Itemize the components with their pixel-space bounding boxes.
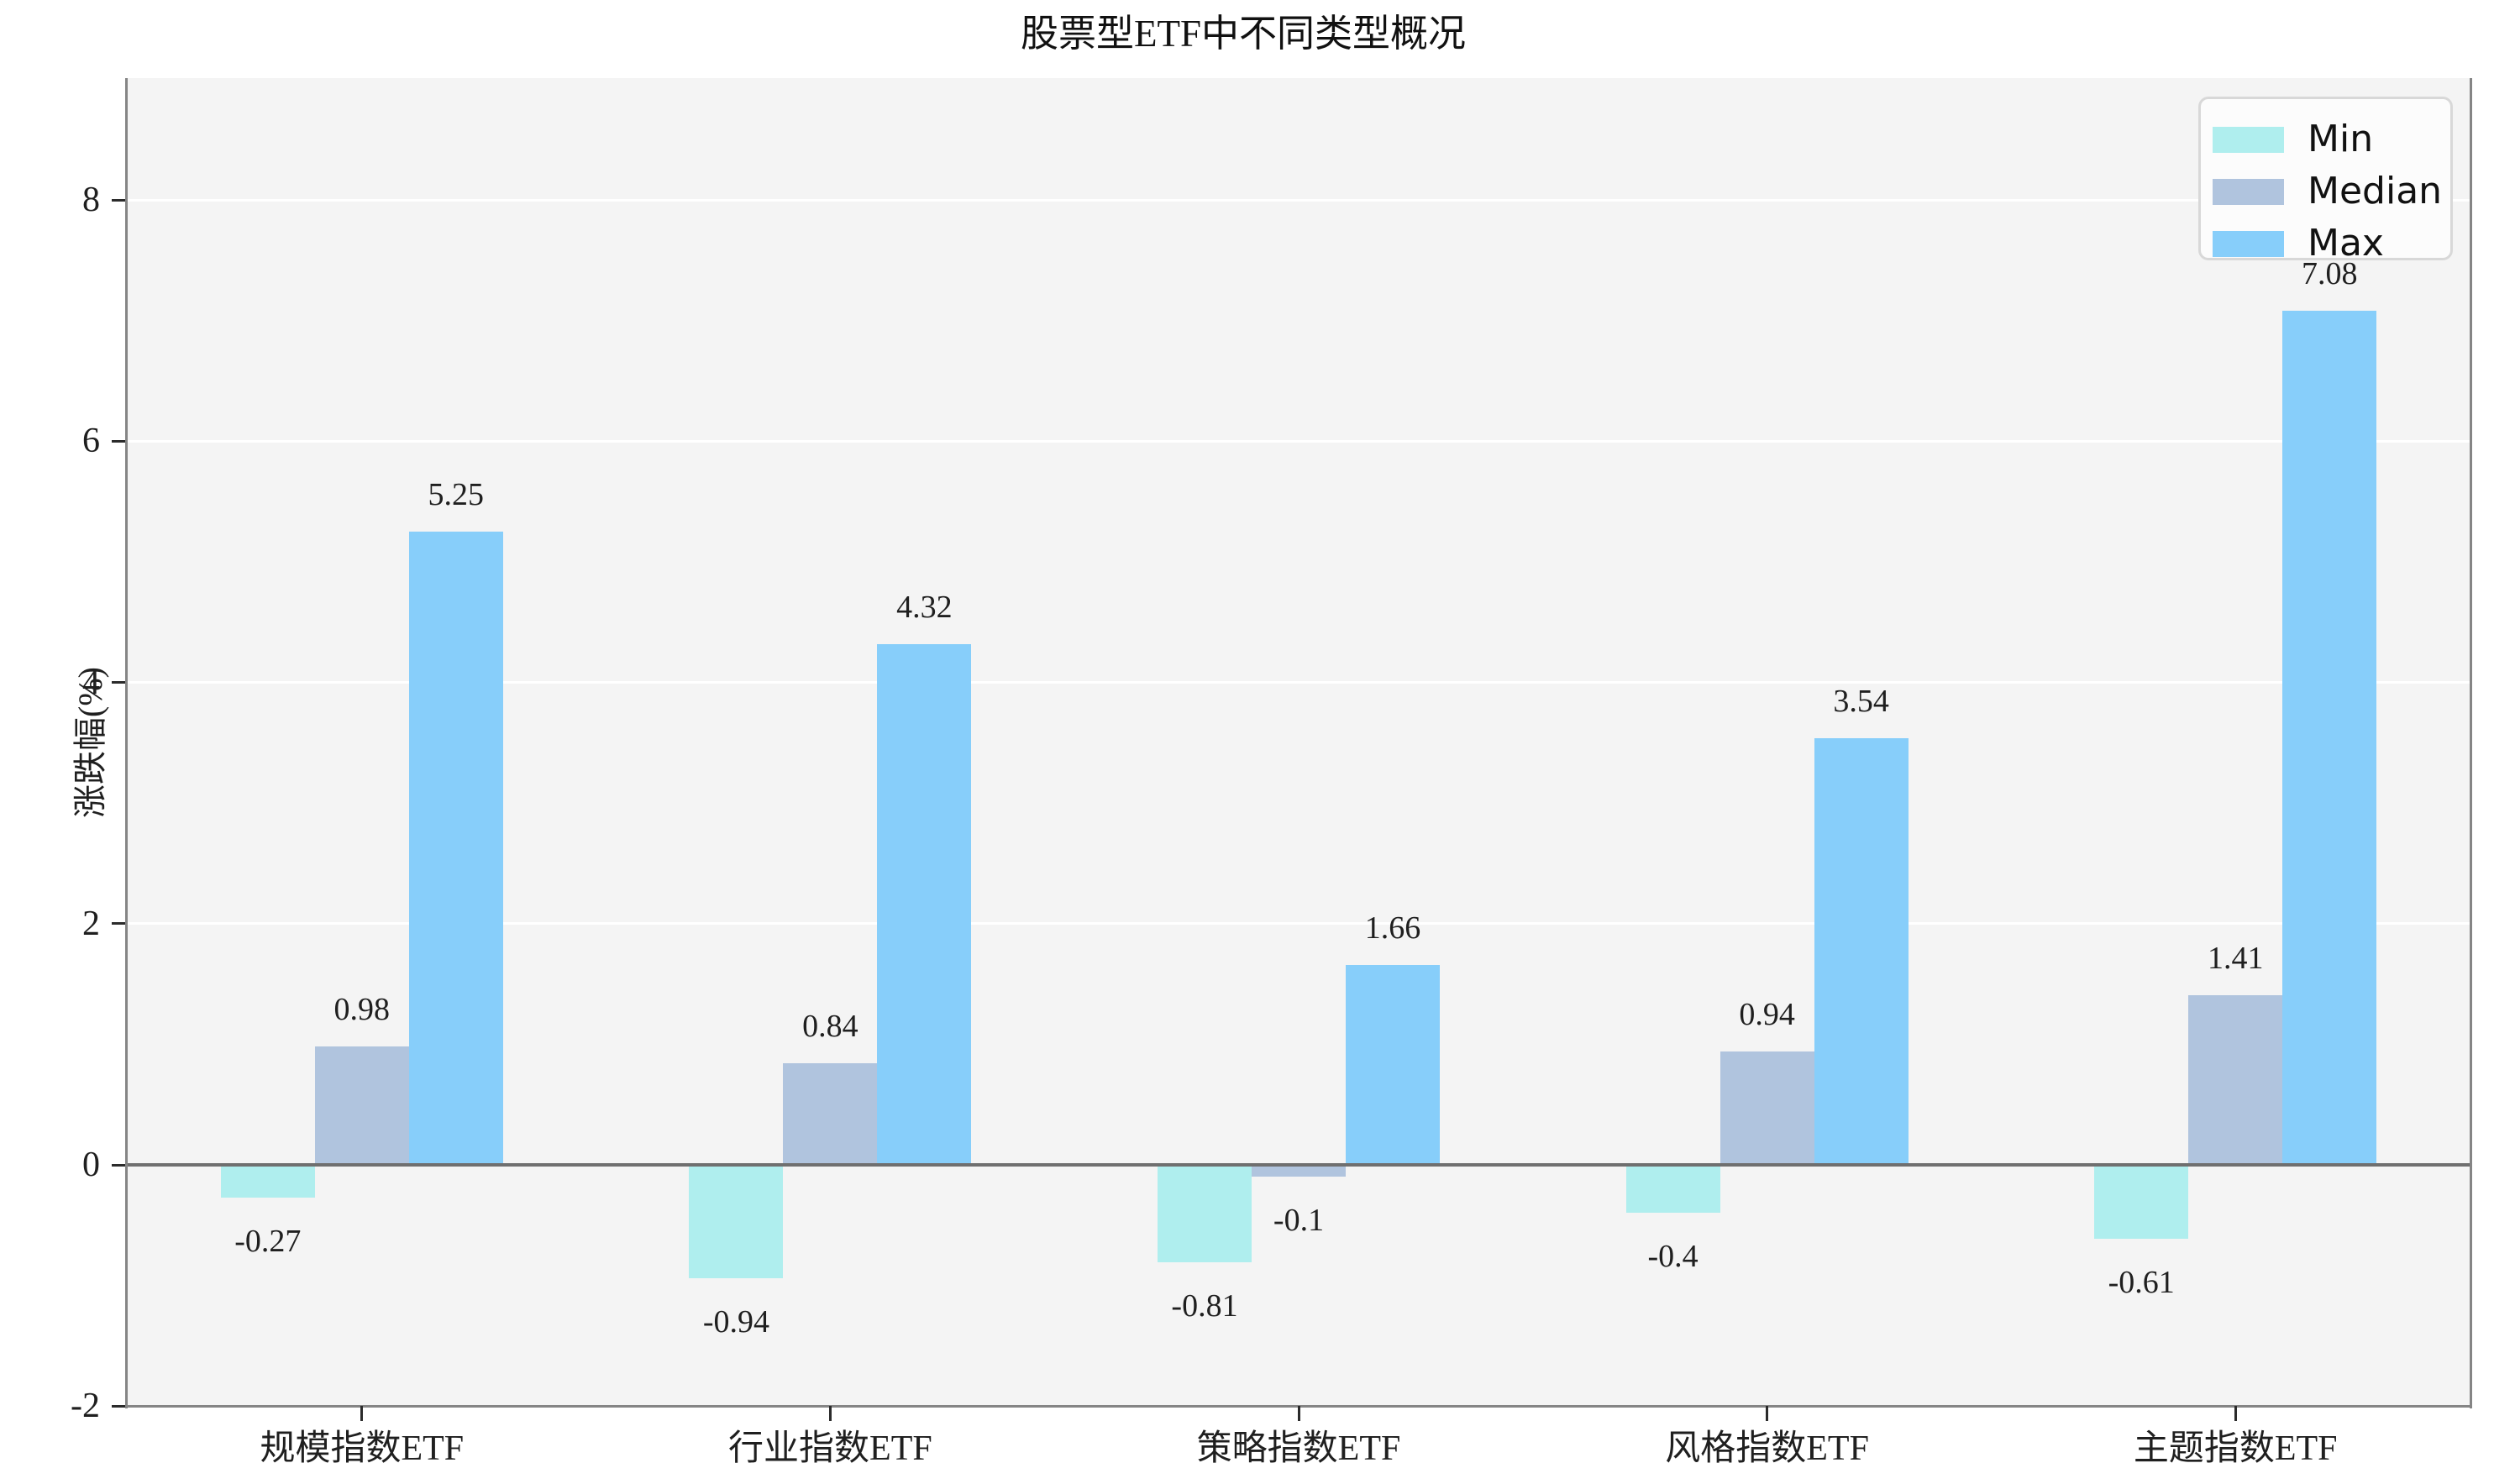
bar-max-0 <box>408 532 503 1165</box>
bar-median-0 <box>314 1046 409 1165</box>
legend-item-min: Min <box>2201 113 2450 165</box>
bar-label-max-3: 3.54 <box>1833 683 1889 719</box>
bar-median-3 <box>1720 1051 1814 1165</box>
bar-label-min-4: -0.61 <box>2108 1264 2175 1300</box>
left-spine <box>125 78 128 1408</box>
y-tick-6 <box>112 439 125 443</box>
legend-label-min: Min <box>2308 118 2374 160</box>
x-tick-label-3: 风格指数ETF <box>1665 1429 1869 1468</box>
x-tick-1 <box>828 1406 832 1421</box>
bar-label-max-0: 5.25 <box>428 477 485 513</box>
x-tick-label-2: 策略指数ETF <box>1196 1429 1401 1468</box>
gridline-4 <box>128 681 2470 684</box>
legend-swatch-min <box>2213 126 2284 153</box>
right-spine <box>2470 78 2472 1408</box>
bar-label-median-0: 0.98 <box>333 992 391 1028</box>
bar-max-4 <box>2282 311 2377 1165</box>
y-tick-0 <box>112 1163 125 1167</box>
bar-label-min-2: -0.81 <box>1171 1288 1238 1324</box>
x-tick-0 <box>360 1406 364 1421</box>
legend-item-max: Max <box>2201 218 2450 270</box>
bar-min-0 <box>220 1165 315 1198</box>
bar-median-1 <box>783 1063 878 1165</box>
bar-max-2 <box>1346 964 1440 1165</box>
bar-median-2 <box>1252 1165 1346 1177</box>
bar-label-median-1: 0.84 <box>802 1009 858 1045</box>
gridline-6 <box>128 439 2470 443</box>
legend-swatch-max <box>2213 230 2284 257</box>
x-tick-label-4: 主题指数ETF <box>2133 1429 2338 1468</box>
bar-min-3 <box>1625 1165 1720 1214</box>
y-tick--2 <box>112 1404 125 1408</box>
gridline-8 <box>128 198 2470 202</box>
x-tick-label-1: 行业指数ETF <box>728 1429 932 1468</box>
legend: Min Median Max <box>2198 97 2453 262</box>
zero-line <box>128 1163 2470 1167</box>
bar-label-max-4: 7.08 <box>2301 256 2358 292</box>
plot-area <box>128 78 2470 1406</box>
bar-label-median-4: 1.41 <box>2207 940 2264 976</box>
chart-title: 股票型ETF中不同类型概况 <box>1020 13 1467 55</box>
y-tick-label-2: 2 <box>82 904 100 943</box>
y-tick-label-0: 0 <box>82 1146 100 1184</box>
bar-label-median-2: -0.1 <box>1273 1203 1325 1239</box>
bar-min-1 <box>689 1165 784 1278</box>
y-tick-8 <box>112 198 125 202</box>
x-tick-4 <box>2234 1406 2237 1421</box>
bar-median-4 <box>2188 994 2283 1165</box>
y-tick-label-4: 4 <box>82 663 100 702</box>
bar-label-min-0: -0.27 <box>234 1223 302 1259</box>
bar-label-min-3: -0.4 <box>1647 1239 1699 1275</box>
bar-max-1 <box>877 643 972 1165</box>
legend-swatch-median <box>2213 178 2284 205</box>
y-tick-4 <box>112 681 125 684</box>
bar-label-max-1: 4.32 <box>896 589 953 625</box>
y-axis-label: 涨跌幅(%) <box>71 667 109 818</box>
y-tick-2 <box>112 922 125 926</box>
legend-label-median: Median <box>2308 170 2443 212</box>
y-tick-label-8: 8 <box>82 181 100 220</box>
legend-label-max: Max <box>2308 222 2384 265</box>
legend-item-median: Median <box>2201 165 2450 218</box>
gridline-2 <box>128 922 2470 926</box>
bar-label-median-3: 0.94 <box>1739 997 1795 1033</box>
bar-min-4 <box>2094 1165 2189 1239</box>
x-tick-2 <box>1297 1406 1300 1421</box>
bar-max-3 <box>1814 737 1909 1165</box>
bar-label-min-1: -0.94 <box>702 1303 769 1340</box>
x-tick-label-0: 规模指数ETF <box>260 1429 465 1468</box>
y-tick-label--2: -2 <box>71 1387 100 1426</box>
y-tick-label-6: 6 <box>82 422 100 461</box>
x-tick-3 <box>1766 1406 1769 1421</box>
bar-label-max-2: 1.66 <box>1364 910 1421 946</box>
bar-min-2 <box>1158 1165 1252 1263</box>
